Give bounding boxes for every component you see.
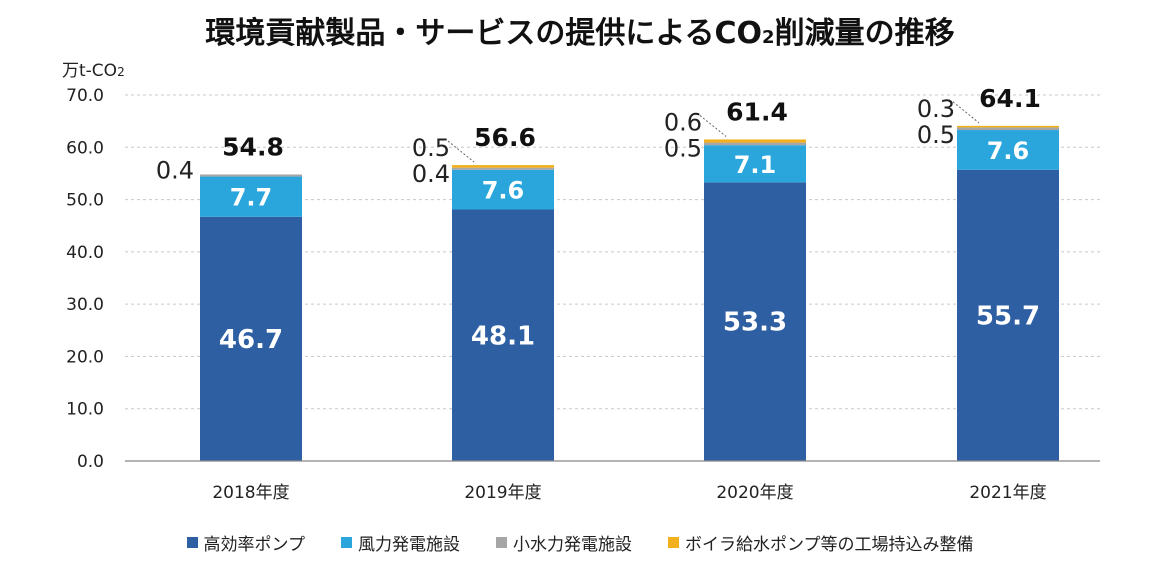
bar-segment [452, 165, 554, 168]
data-label: 0.5 [412, 134, 450, 162]
legend-item: 小水力発電施設 [496, 530, 632, 555]
y-tick-label: 30.0 [66, 295, 104, 315]
legend-swatch [341, 537, 352, 548]
x-tick-label: 2020年度 [716, 483, 793, 503]
legend-swatch [496, 537, 507, 548]
data-label: 0.5 [664, 134, 702, 162]
legend-label: 小水力発電施設 [513, 535, 632, 555]
bar-segment [704, 142, 806, 146]
y-tick-label: 70.0 [66, 86, 104, 106]
bar-segment [452, 209, 554, 461]
legend-item: 風力発電施設 [341, 530, 460, 555]
y-tick-label: 10.0 [66, 400, 104, 420]
bar-segment [452, 167, 554, 170]
data-label: 7.7 [230, 184, 273, 212]
y-unit-subscript: 2 [117, 65, 125, 79]
bar-segment [704, 145, 806, 183]
data-label: 7.1 [734, 151, 777, 179]
y-tick-label: 0.0 [77, 452, 104, 472]
y-tick-label: 60.0 [66, 138, 104, 158]
total-label: 56.6 [474, 123, 536, 152]
bar-segment [200, 174, 302, 177]
bar-segment [704, 139, 806, 143]
y-tick-label: 50.0 [66, 191, 104, 211]
chart-title: 環境貢献製品・サービスの提供によるCO2削減量の推移 [0, 8, 1160, 52]
bar-segment [452, 169, 554, 210]
bar-segment [200, 176, 302, 217]
x-tick-label: 2018年度 [212, 483, 289, 503]
bar-segment [200, 216, 302, 461]
legend-item: ボイラ給水ポンプ等の工場持込み整備 [668, 530, 974, 555]
legend-label: 風力発電施設 [358, 535, 460, 555]
chart-title-subscript: 2 [762, 27, 775, 48]
leader-line [952, 101, 980, 124]
y-tick-label: 20.0 [66, 347, 104, 367]
chart-title-main: 環境貢献製品・サービスの提供によるCO [205, 16, 763, 51]
data-label: 53.3 [723, 308, 787, 338]
chart-title-suffix: 削減量の推移 [774, 16, 955, 51]
legend-swatch [186, 537, 198, 548]
leader-line [447, 140, 475, 163]
total-label: 64.1 [979, 84, 1041, 113]
bar-segment [957, 125, 1059, 128]
x-tick-label: 2021年度 [969, 483, 1046, 503]
data-label: 55.7 [976, 301, 1040, 331]
total-label: 61.4 [726, 97, 788, 126]
data-label: 0.4 [412, 160, 450, 188]
data-label: 7.6 [987, 137, 1030, 165]
data-label: 0.4 [156, 156, 194, 184]
label-layer: 46.77.70.454.848.17.60.50.456.653.37.10.… [156, 84, 1041, 355]
data-label: 0.3 [917, 95, 955, 123]
legend-label: 高効率ポンプ [203, 535, 306, 555]
bar-layer [200, 125, 1059, 462]
bar-segment [957, 169, 1059, 462]
y-unit-label: 万t-CO2 [62, 61, 125, 81]
y-unit-text: 万t-CO [62, 61, 117, 81]
data-label: 0.5 [917, 121, 955, 149]
legend-item: 高効率ポンプ [186, 530, 306, 555]
y-tick-label: 40.0 [66, 243, 104, 263]
data-label: 46.7 [219, 325, 283, 355]
bar-segment [704, 182, 806, 461]
x-tick-label: 2019年度 [464, 483, 541, 503]
axis-layer: 万t-CO20.010.020.030.040.050.060.070.0201… [62, 61, 1100, 503]
bar-segment [957, 127, 1059, 131]
data-label: 48.1 [471, 321, 535, 351]
legend: 高効率ポンプ 風力発電施設 小水力発電施設 ボイラ給水ポンプ等の工場持込み整備 [0, 530, 1160, 555]
data-label: 0.6 [664, 108, 702, 136]
bar-segment [957, 130, 1059, 170]
total-label: 54.8 [222, 132, 284, 161]
legend-label: ボイラ給水ポンプ等の工場持込み整備 [685, 535, 974, 555]
leader-line [699, 115, 727, 137]
data-label: 7.6 [482, 177, 525, 205]
legend-swatch [668, 537, 679, 548]
